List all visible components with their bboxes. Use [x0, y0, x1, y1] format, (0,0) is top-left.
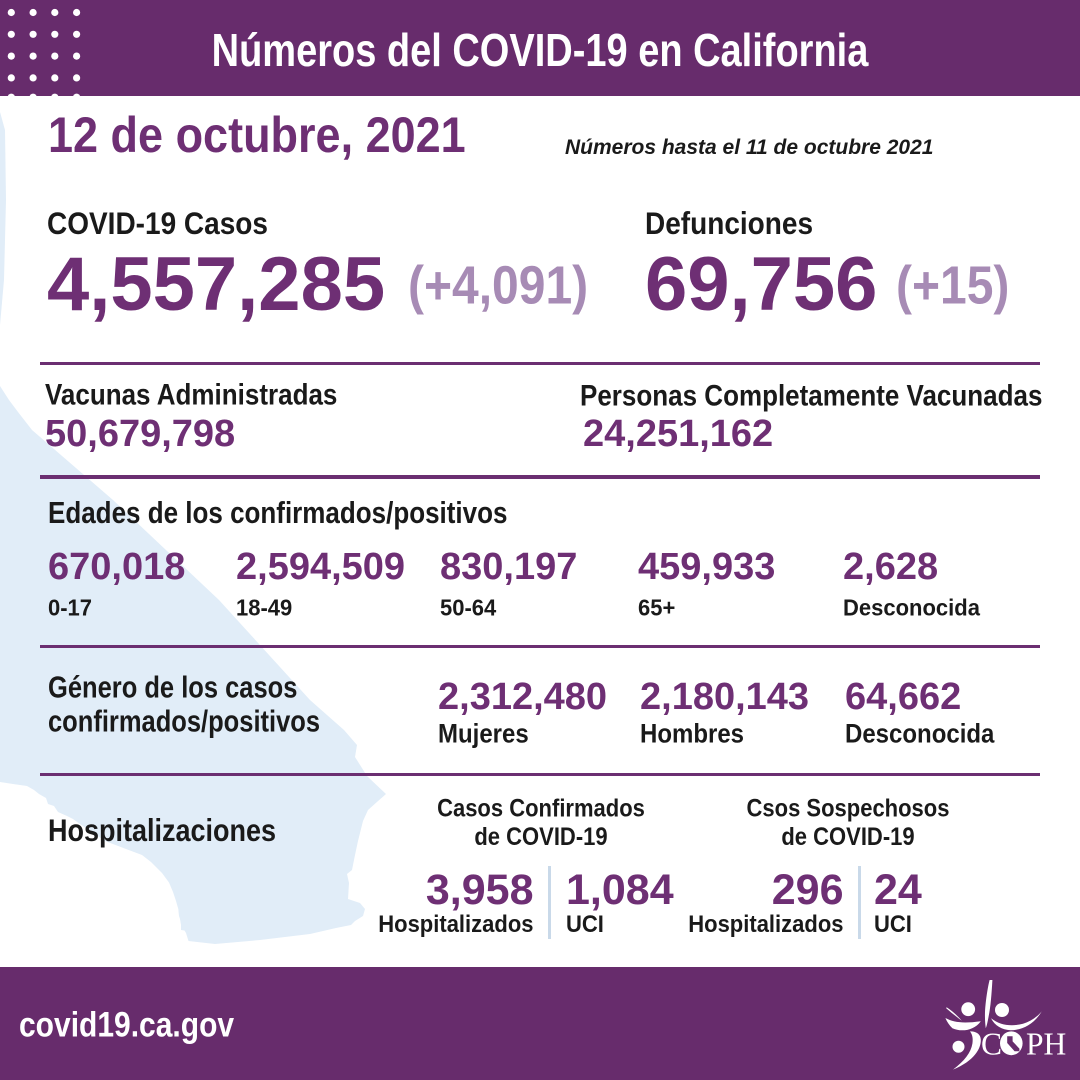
- svg-text:C: C: [981, 1026, 1002, 1061]
- svg-text:PH: PH: [1026, 1026, 1066, 1061]
